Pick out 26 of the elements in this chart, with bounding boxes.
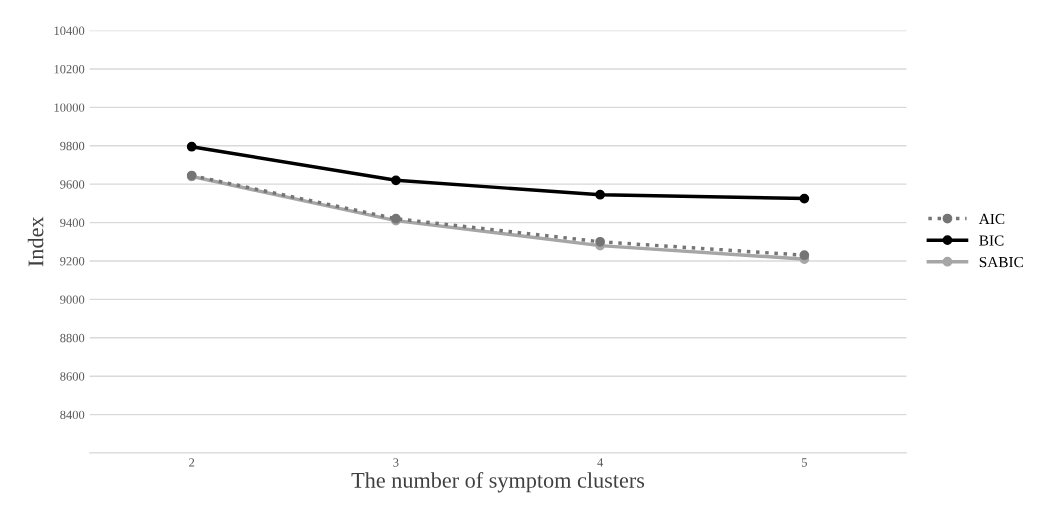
- point: [799, 250, 810, 261]
- y-tick-label: 8400: [60, 410, 85, 420]
- point: [595, 236, 605, 247]
- y-tick-label: 10200: [54, 64, 85, 74]
- x-tick-label: 5: [801, 458, 807, 467]
- x-tick-label: 4: [597, 458, 604, 467]
- legend-label: BIC: [979, 235, 1004, 246]
- y-tick-label: 10400: [54, 26, 85, 35]
- legend-label: AIC: [978, 213, 1005, 225]
- point: [799, 193, 810, 204]
- y-tick-label: 9600: [60, 180, 85, 189]
- y-tick-label: 9400: [60, 218, 85, 228]
- point: [391, 175, 401, 186]
- point: [595, 189, 605, 200]
- y-tick-label: 9800: [60, 141, 85, 151]
- point: [186, 141, 197, 152]
- x-tick-label: 2: [189, 458, 195, 467]
- y-tick-label: 8800: [60, 333, 85, 343]
- x-tick-label: 3: [393, 458, 399, 467]
- y-tick-label: 10000: [54, 103, 85, 112]
- x-axis-title: The number of symptom clusters: [351, 471, 645, 493]
- y-tick-label: 8600: [60, 372, 85, 381]
- legend-label: SABIC: [979, 256, 1023, 268]
- y-tick-label: 9200: [60, 257, 85, 266]
- y-tick-label: 9000: [60, 295, 85, 304]
- y-axis-title: Index: [27, 216, 44, 267]
